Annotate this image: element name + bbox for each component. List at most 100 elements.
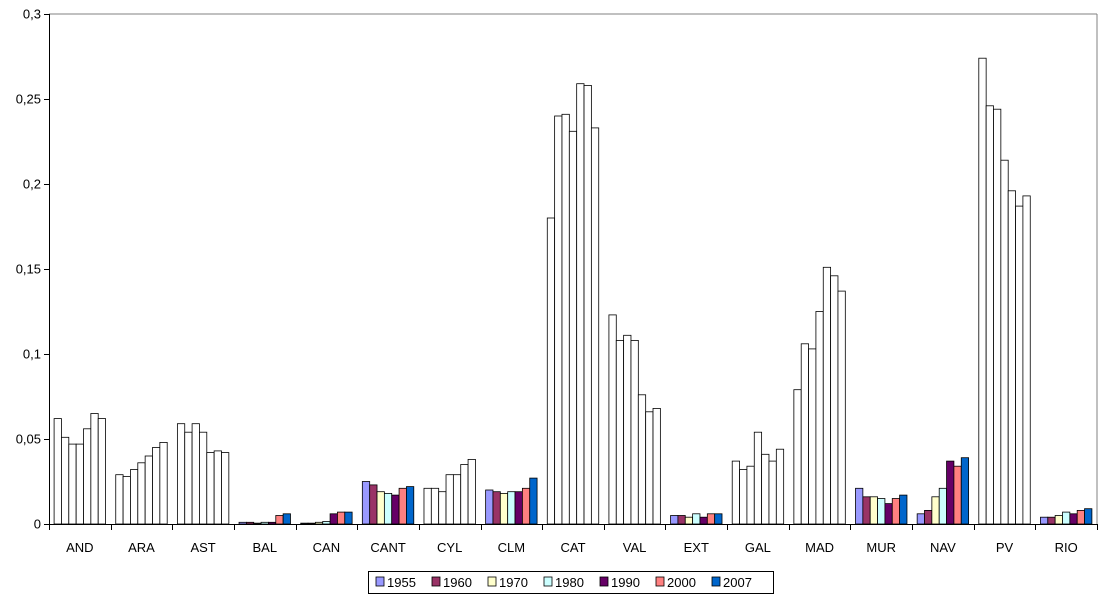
bar-RIO-1955 [1040,516,1049,525]
x-tick-label-CYL: CYL [437,540,462,555]
bar-CLM-2007 [529,477,538,525]
bar-MAD-1970 [808,348,817,525]
bar-VAL-1980 [630,339,639,525]
x-tick-label-ARA: ARA [128,540,155,555]
bar-ARA-2000 [152,447,161,525]
bar-AND-2007 [97,418,106,525]
x-tick-label-AST: AST [190,540,215,555]
legend-label-1980: 1980 [555,575,584,590]
bar-NAV-1960 [924,509,933,525]
bar-PV-1955 [978,57,987,525]
legend-label-1960: 1960 [443,575,472,590]
bar-EXT-1970 [684,516,694,525]
bar-AST-2000 [213,450,222,525]
bar-AST-1980 [199,431,208,525]
legend-swatch-1960 [431,576,441,587]
bar-CAT-2000 [583,85,592,525]
bar-VAL-2000 [645,411,654,525]
legend [368,571,774,594]
bar-PV-2007 [1022,195,1031,525]
x-tick-label-GAL: GAL [745,540,771,555]
bar-NAV-2007 [960,457,970,525]
bar-MUR-1960 [862,496,871,525]
bar-CAT-2007 [590,127,600,525]
bar-RIO-1990 [1069,513,1078,525]
bar-CLM-1980 [507,491,516,525]
bar-BAL-1970 [253,522,262,525]
legend-label-2000: 2000 [667,575,696,590]
bar-CLM-1955 [485,489,494,525]
bar-CLM-2000 [521,487,531,525]
bar-CAT-1955 [546,217,556,525]
y-tick-label: 0,05 [16,432,41,447]
bar-CAT-1980 [568,130,578,525]
bar-MAD-2000 [830,275,839,525]
bar-CLM-1970 [499,492,509,525]
bar-MUR-2000 [891,498,901,525]
x-tick-label-EXT: EXT [684,540,709,555]
legend-swatch-2007 [711,576,721,587]
bar-AST-1990 [206,452,215,525]
legend-label-1970: 1970 [499,575,528,590]
bar-AND-1955 [53,418,62,525]
bar-CAN-1955 [300,522,309,525]
bar-CYL-1955 [423,487,432,525]
bar-NAV-1970 [931,496,940,525]
bar-MAD-1990 [822,266,832,525]
bar-AST-1960 [184,431,193,525]
bar-NAV-1990 [946,460,955,525]
bar-BAL-2000 [275,515,284,525]
bar-MAD-1960 [800,343,809,525]
bar-RIO-1980 [1062,511,1071,525]
bar-ARA-1990 [144,455,153,525]
bar-CYL-1980 [445,474,454,525]
y-tick-label: 0,25 [16,92,41,107]
legend-swatch-2000 [655,576,665,587]
bar-EXT-2000 [706,513,716,525]
x-tick-label-NAV: NAV [930,540,956,555]
bar-CAN-1960 [307,522,316,525]
bar-CYL-1990 [452,474,462,525]
bar-AND-2000 [90,413,99,525]
bar-CAT-1990 [576,83,585,525]
legend-swatch-1970 [487,576,497,587]
y-tick-label: 0,15 [16,262,41,277]
bar-CANT-1980 [383,492,393,525]
x-tick-label-CANT: CANT [370,540,405,555]
bar-CAT-1970 [561,113,570,525]
bar-GAL-1955 [731,460,740,525]
bar-CANT-2007 [406,486,415,525]
bar-CANT-1960 [369,484,378,525]
bar-CLM-1990 [514,491,523,525]
bar-VAL-1960 [615,339,625,525]
legend-label-1990: 1990 [611,575,640,590]
bar-MAD-1955 [793,389,802,525]
bar-CAN-1990 [329,513,338,525]
legend-swatch-1990 [599,576,609,587]
bar-NAV-2000 [953,465,962,525]
legend-label-1955: 1955 [387,575,416,590]
x-tick-label-RIO: RIO [1055,540,1078,555]
bar-AND-1960 [61,436,70,525]
bar-MUR-2007 [899,494,908,525]
bar-PV-1960 [985,105,994,525]
bar-NAV-1955 [916,513,925,525]
bar-ARA-1960 [122,475,131,525]
bar-CAN-1970 [314,521,324,525]
bar-EXT-1990 [699,516,708,525]
bar-VAL-2007 [652,407,661,525]
bar-GAL-1970 [746,465,755,525]
bar-MUR-1980 [877,498,886,525]
bar-CYL-1960 [430,487,440,525]
y-tick-label: 0,3 [23,7,41,22]
x-tick-label-PV: PV [996,540,1014,555]
bar-ARA-1970 [130,469,139,525]
bar-NAV-1980 [938,487,947,525]
bar-MUR-1990 [884,503,893,525]
y-tick-label: 0,1 [23,347,41,362]
bar-RIO-2007 [1084,508,1093,525]
bar-PV-1990 [1007,190,1016,525]
x-tick-label-CAT: CAT [560,540,585,555]
bar-GAL-2007 [775,448,785,525]
